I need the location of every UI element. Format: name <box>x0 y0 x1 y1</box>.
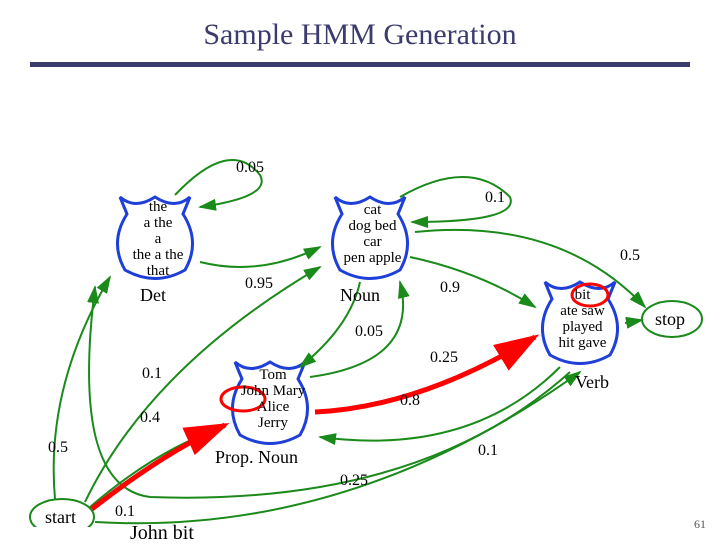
page-number: 61 <box>694 517 706 532</box>
words-verb: bit ate saw played hit gave <box>540 287 625 351</box>
p-det-det: 0.05 <box>236 159 264 177</box>
p-start-det: 0.5 <box>48 439 68 457</box>
label-pnoun: Prop. Noun <box>215 447 298 468</box>
p-pnoun-noun: 0.25 <box>430 349 458 367</box>
generated-text: John bit <box>130 522 194 545</box>
label-det: Det <box>140 285 166 306</box>
label-stop: stop <box>655 309 685 330</box>
p-verb-det: 0.25 <box>340 472 368 490</box>
p-noun-stop: 0.5 <box>620 247 640 265</box>
p-noun-pnoun: 0.05 <box>355 323 383 341</box>
label-verb: Verb <box>575 372 609 393</box>
p-noun-noun: 0.1 <box>485 189 505 207</box>
p-verb-pnoun: 0.1 <box>478 442 498 460</box>
p-pnoun-verb: 0.8 <box>400 392 420 410</box>
p-start-pnoun: 0.4 <box>140 409 160 427</box>
path-red-pnoun-verb <box>315 337 535 412</box>
diagram-canvas: the a the a the a the that cat dog bed c… <box>0 67 720 517</box>
label-start: start <box>45 507 76 528</box>
label-noun: Noun <box>340 285 380 306</box>
page-title: Sample HMM Generation <box>0 0 720 52</box>
words-det: the a the a the a the that <box>118 199 198 279</box>
p-start-verb: 0.1 <box>115 503 135 521</box>
p-det-noun: 0.95 <box>245 275 273 293</box>
p-start-noun: 0.1 <box>142 365 162 383</box>
words-pnoun: Tom John Mary Alice Jerry <box>228 367 318 431</box>
p-noun-verb: 0.9 <box>440 279 460 297</box>
words-noun: cat dog bed car pen apple <box>330 202 415 266</box>
